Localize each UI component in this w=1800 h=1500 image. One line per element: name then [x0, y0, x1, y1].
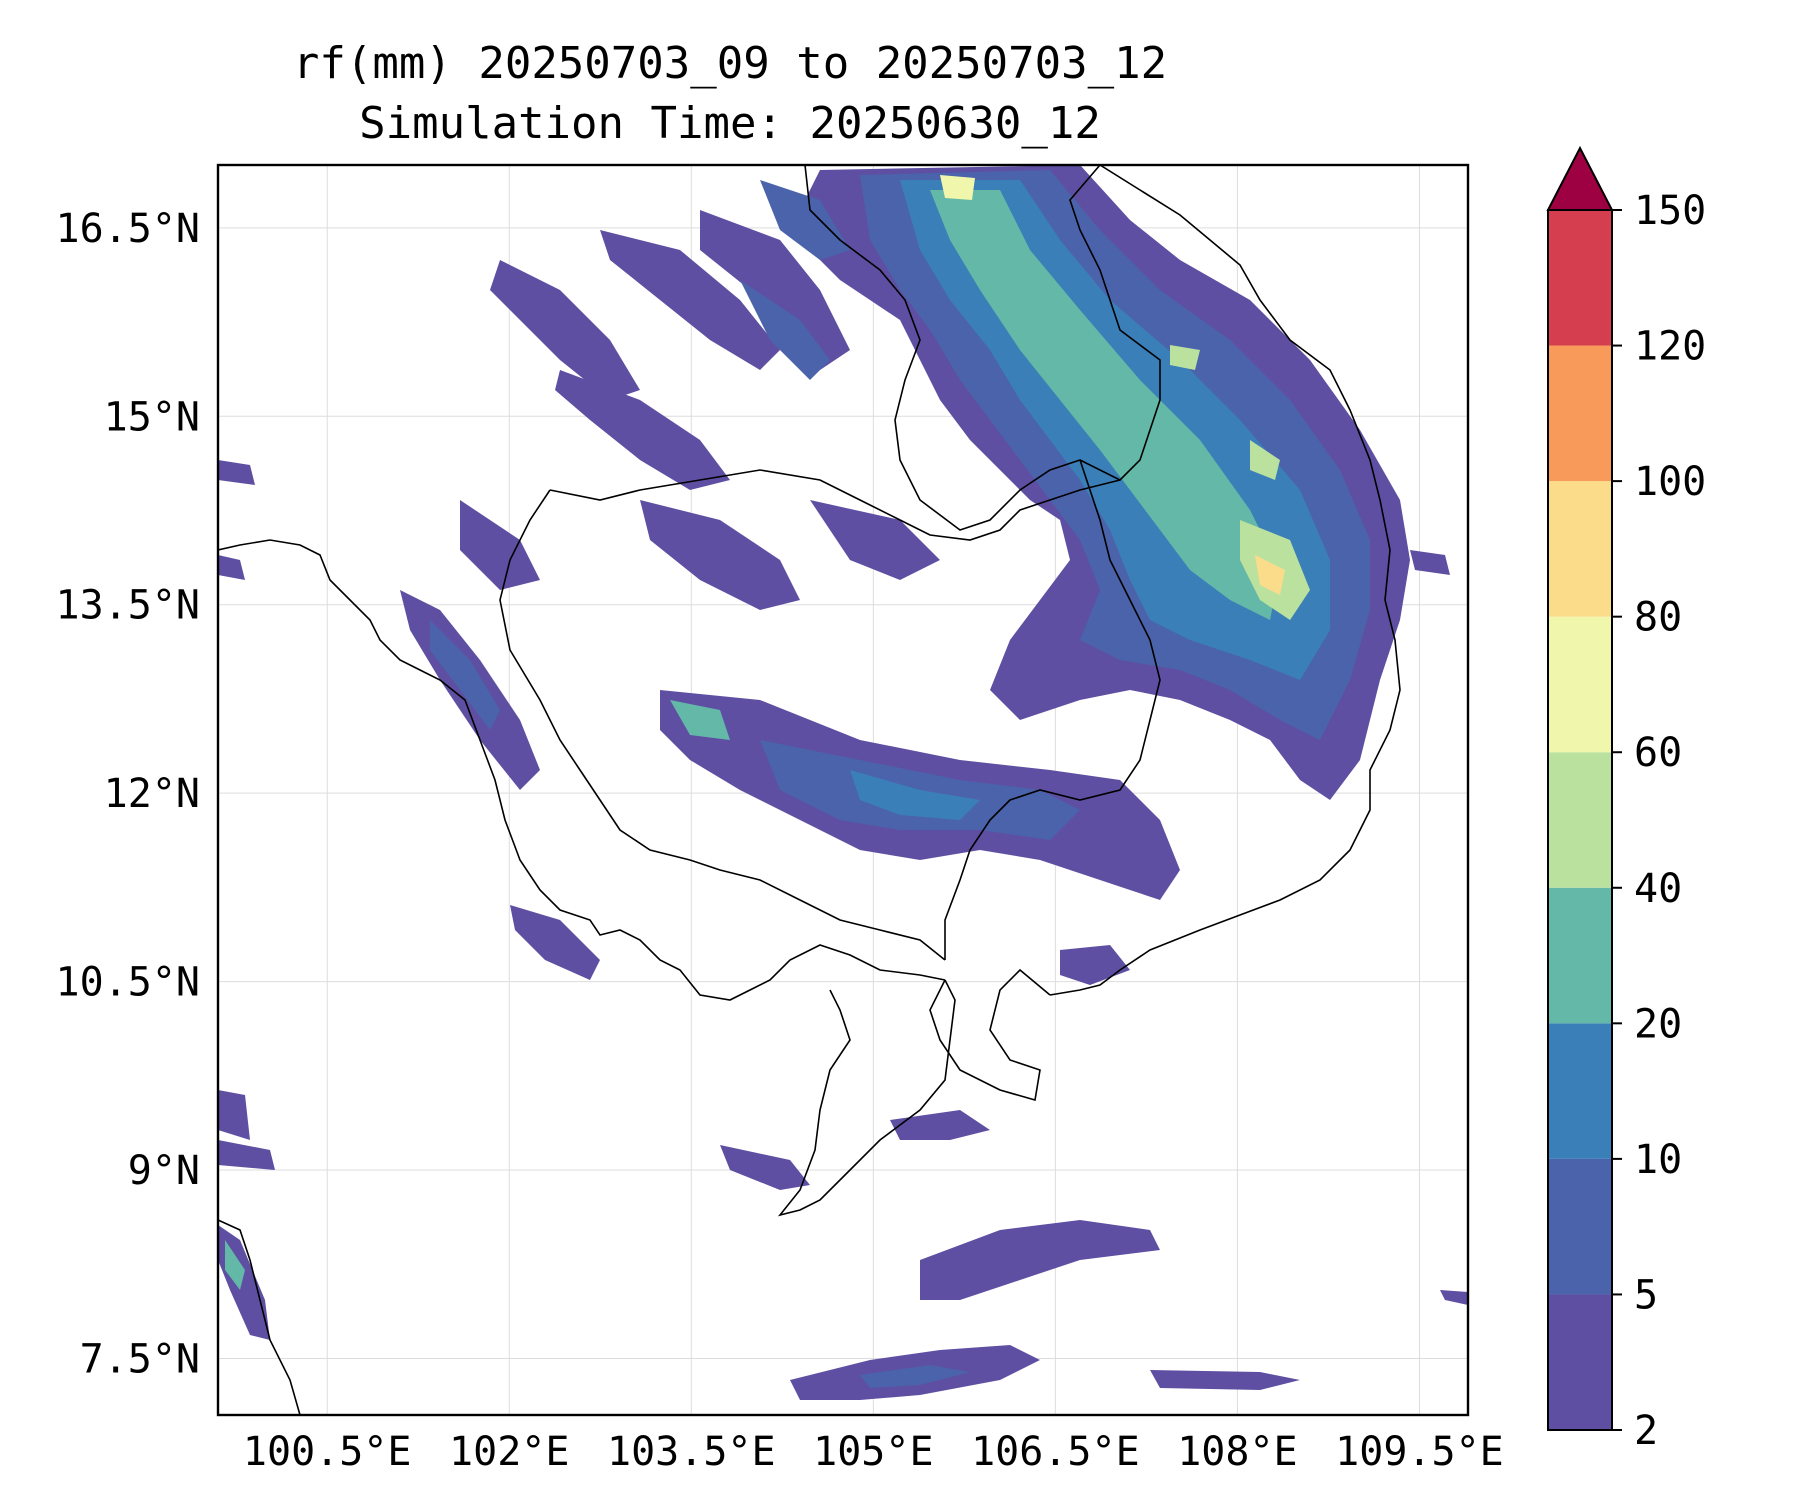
colorbar-segment: [1548, 1158, 1612, 1295]
colorbar-segment: [1548, 616, 1612, 753]
colorbar-tick-label: 40: [1634, 866, 1682, 912]
lon-tick-label: 100.5°E: [243, 1429, 412, 1475]
lat-tick-label: 12°N: [104, 771, 200, 817]
latitude-ticks: 16.5°N 15°N 13.5°N 12°N 10.5°N 9°N 7.5°N: [56, 206, 201, 1383]
lon-tick-label: 109.5°E: [1335, 1429, 1504, 1475]
lon-tick-label: 102°E: [449, 1429, 569, 1475]
colorbar-tick-label: 10: [1634, 1137, 1682, 1183]
lat-tick-label: 15°N: [104, 394, 200, 440]
lon-tick-label: 106.5°E: [971, 1429, 1140, 1475]
colorbar-tick-label: 2: [1634, 1408, 1658, 1454]
lat-tick-label: 9°N: [128, 1148, 200, 1194]
colorbar-tick-label: 80: [1634, 595, 1682, 641]
lon-tick-label: 108°E: [1177, 1429, 1297, 1475]
colorbar-segment: [1548, 887, 1612, 1024]
colorbar-tick-label: 150: [1634, 188, 1706, 234]
colorbar-tick-label: 120: [1634, 324, 1706, 370]
lon-tick-label: 105°E: [813, 1429, 933, 1475]
colorbar-segment: [1548, 210, 1612, 346]
lon-tick-label: 103.5°E: [607, 1429, 776, 1475]
coastlines-borders: [218, 165, 1401, 1415]
colorbar: 2 5 10 20 40 60 80 100 120 150: [1546, 145, 1706, 1454]
map-gridlines: [218, 165, 1468, 1415]
rainfall-field: [218, 165, 1468, 1400]
map-title-line1: rf(mm) 20250703_09 to 20250703_12: [292, 38, 1168, 89]
colorbar-outline: [1547, 209, 1613, 1431]
colorbar-tick-label: 60: [1634, 730, 1682, 776]
lat-tick-label: 16.5°N: [56, 206, 201, 252]
colorbar-segment: [1548, 1023, 1612, 1159]
colorbar-segment: [1548, 1294, 1612, 1430]
colorbar-tick-label: 20: [1634, 1001, 1682, 1047]
map-frame: [216, 163, 1470, 1417]
lat-tick-label: 7.5°N: [80, 1336, 200, 1382]
colorbar-segment: [1548, 752, 1612, 888]
colorbar-segment: [1548, 481, 1612, 617]
longitude-ticks: 100.5°E 102°E 103.5°E 105°E 106.5°E 108°E 109.…: [243, 1429, 1504, 1475]
lat-tick-label: 10.5°N: [56, 960, 201, 1006]
map-title-line2: Simulation Time: 20250630_12: [359, 98, 1101, 149]
colorbar-segment: [1548, 345, 1612, 482]
colorbar-tick-label: 5: [1634, 1272, 1658, 1318]
triangle-up-icon: [1546, 145, 1614, 211]
colorbar-tick-label: 100: [1634, 459, 1706, 505]
lat-tick-label: 13.5°N: [56, 583, 201, 629]
